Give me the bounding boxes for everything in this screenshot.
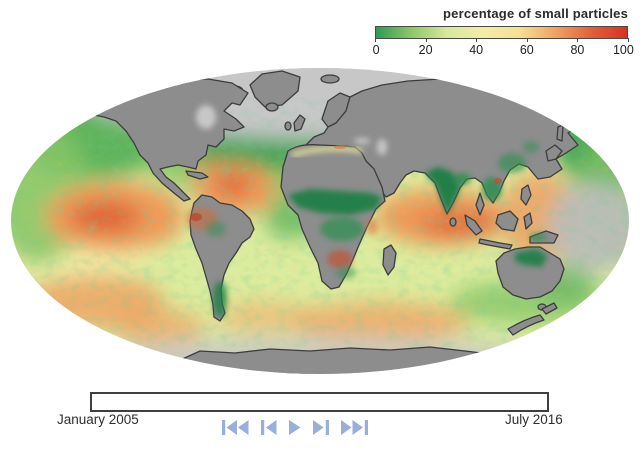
legend-tick-label: 80 <box>570 43 585 57</box>
tick-mark <box>628 38 629 42</box>
tick-mark <box>476 38 478 42</box>
legend-tick-label: 20 <box>418 43 433 57</box>
step-back-icon <box>261 420 277 435</box>
world-map-svg <box>11 68 629 374</box>
step-forward-button[interactable] <box>313 420 329 435</box>
legend-ticks: 0 20 40 60 80 100 <box>372 38 634 58</box>
legend-gradient <box>375 26 628 39</box>
play-button[interactable] <box>289 420 301 435</box>
tick-mark <box>425 38 427 42</box>
step-forward-icon <box>313 420 329 435</box>
step-back-button[interactable] <box>261 420 277 435</box>
legend-tick-label: 40 <box>469 43 484 57</box>
timeline-slider[interactable] <box>90 392 549 412</box>
legend-tick-label: 60 <box>519 43 534 57</box>
skip-to-end-icon <box>341 420 368 435</box>
legend-title: percentage of small particles <box>443 6 628 21</box>
playback-controls <box>222 420 368 435</box>
world-map <box>10 66 630 376</box>
skip-to-end-button[interactable] <box>341 420 368 435</box>
timeline-end-label: July 2016 <box>505 412 563 427</box>
skip-to-start-button[interactable] <box>222 420 249 435</box>
color-legend: percentage of small particles 0 20 40 60… <box>372 6 634 58</box>
timeline-start-label: January 2005 <box>57 412 139 427</box>
legend-tick-label: 0 <box>372 43 380 57</box>
tick-mark <box>526 38 528 42</box>
tick-mark <box>375 38 376 42</box>
legend-tick-label: 100 <box>612 43 634 57</box>
play-icon <box>289 420 301 435</box>
skip-to-start-icon <box>222 420 249 435</box>
tick-mark <box>577 38 579 42</box>
